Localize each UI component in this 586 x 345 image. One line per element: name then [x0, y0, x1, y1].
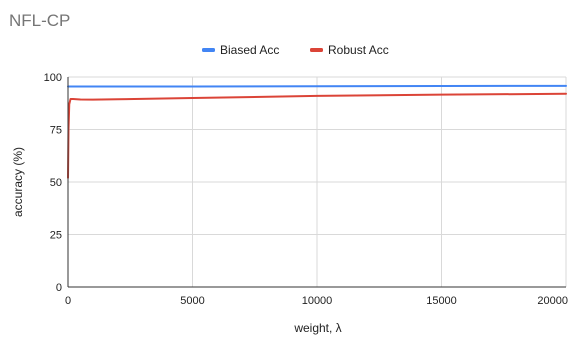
- y-tick-label: 0: [56, 282, 62, 294]
- chart-title: NFL-CP: [9, 11, 70, 30]
- y-tick-label: 100: [44, 72, 62, 84]
- x-axis-ticks: 0 5000 10000 15000 20000: [65, 295, 568, 307]
- x-tick-label: 5000: [180, 295, 204, 307]
- y-tick-label: 75: [50, 125, 62, 137]
- legend-swatch-1: [202, 48, 215, 52]
- y-axis-label: accuracy (%): [11, 147, 25, 217]
- grid-lines: [67, 76, 567, 288]
- x-tick-label: 10000: [302, 295, 333, 307]
- x-tick-label: 0: [65, 295, 71, 307]
- y-tick-label: 25: [50, 230, 62, 242]
- series-line-2: [67, 92, 567, 179]
- x-axis-label: weight, λ: [293, 321, 341, 335]
- y-axis-ticks: 0 25 50 75 100: [44, 72, 62, 294]
- legend-label-2: Robust Acc: [328, 43, 389, 57]
- x-tick-label: 20000: [537, 295, 568, 307]
- series-lines: [67, 84, 567, 179]
- legend: Biased Acc Robust Acc: [202, 43, 389, 57]
- x-tick-label: 15000: [426, 295, 457, 307]
- legend-swatch-2: [310, 48, 323, 52]
- series-line-1: [67, 84, 567, 88]
- legend-label-1: Biased Acc: [220, 43, 279, 57]
- y-tick-label: 50: [50, 177, 62, 189]
